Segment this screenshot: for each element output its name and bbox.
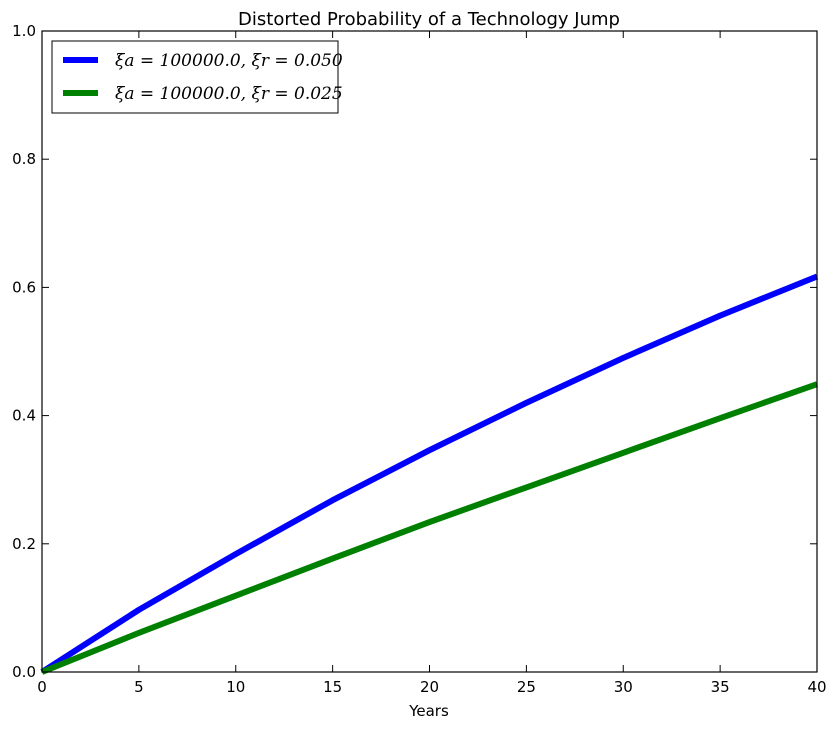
series-layer bbox=[40, 273, 819, 675]
legend: ξa = 100000.0, ξr = 0.050 ξa = 100000.0,… bbox=[51, 40, 343, 114]
x-tick-label: 0 bbox=[37, 678, 47, 696]
ticks-layer: 0 5 10 15 20 25 30 35 40 0.0 0.2 0.4 0.6 0.8 1.0 bbox=[12, 22, 826, 696]
chart-title: Distorted Probability of a Technology Ju… bbox=[238, 9, 620, 30]
legend-box bbox=[51, 40, 339, 114]
x-tick-label: 30 bbox=[614, 678, 633, 696]
x-tick-label: 40 bbox=[807, 678, 826, 696]
x-tick-label: 25 bbox=[517, 678, 536, 696]
y-tick-label: 0.2 bbox=[12, 535, 36, 553]
x-tick-label: 5 bbox=[134, 678, 144, 696]
x-tick-label: 35 bbox=[711, 678, 730, 696]
y-tick-label: 0.6 bbox=[12, 278, 36, 296]
y-tick-label: 0.8 bbox=[12, 150, 36, 168]
y-tick-label: 0.0 bbox=[12, 663, 36, 681]
y-tick-label: 1.0 bbox=[12, 22, 36, 40]
series-line-2 bbox=[40, 381, 818, 675]
y-tick-label: 0.4 bbox=[12, 407, 36, 425]
plot-frame bbox=[41, 30, 818, 673]
legend-entry-2: ξa = 100000.0, ξr = 0.025 bbox=[115, 84, 343, 104]
x-tick-label: 15 bbox=[323, 678, 342, 696]
x-axis-label: Years bbox=[408, 702, 449, 720]
legend-entry-1: ξa = 100000.0, ξr = 0.050 bbox=[115, 51, 343, 71]
x-tick-label: 10 bbox=[226, 678, 245, 696]
x-tick-label: 20 bbox=[420, 678, 439, 696]
series-line-1 bbox=[40, 273, 819, 675]
